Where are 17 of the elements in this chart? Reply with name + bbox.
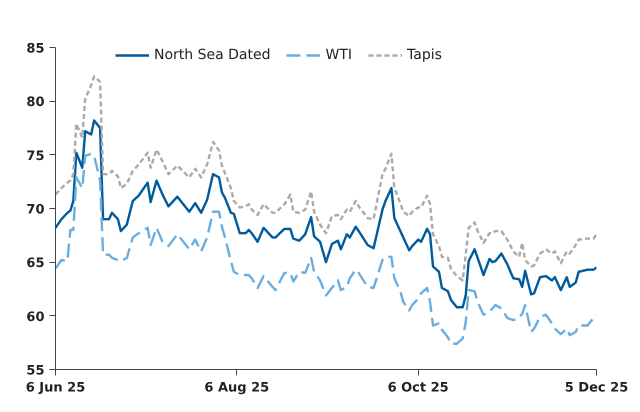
y-tick-label: 85 bbox=[26, 42, 45, 56]
x-tick-label: 5 Dec 25 bbox=[564, 380, 628, 396]
legend-label: Tapis bbox=[407, 47, 442, 63]
y-tick-label: 60 bbox=[26, 310, 45, 325]
line-series bbox=[56, 152, 596, 345]
x-tick-label: 6 Aug 25 bbox=[204, 380, 270, 396]
x-tick-label: 6 Jun 25 bbox=[26, 380, 86, 396]
line-series bbox=[56, 75, 596, 282]
y-tick-label: 80 bbox=[26, 95, 45, 110]
y-tick-label: 70 bbox=[26, 202, 45, 218]
y-tick-label: 75 bbox=[26, 148, 45, 164]
legend-label: North Sea Dated bbox=[154, 47, 270, 63]
line-series bbox=[56, 119, 596, 308]
x-tick-label: 6 Oct 25 bbox=[388, 380, 449, 396]
legend-label: WTI bbox=[325, 47, 352, 63]
y-tick-label: 55 bbox=[26, 364, 45, 378]
y-tick-label: 65 bbox=[26, 256, 45, 272]
